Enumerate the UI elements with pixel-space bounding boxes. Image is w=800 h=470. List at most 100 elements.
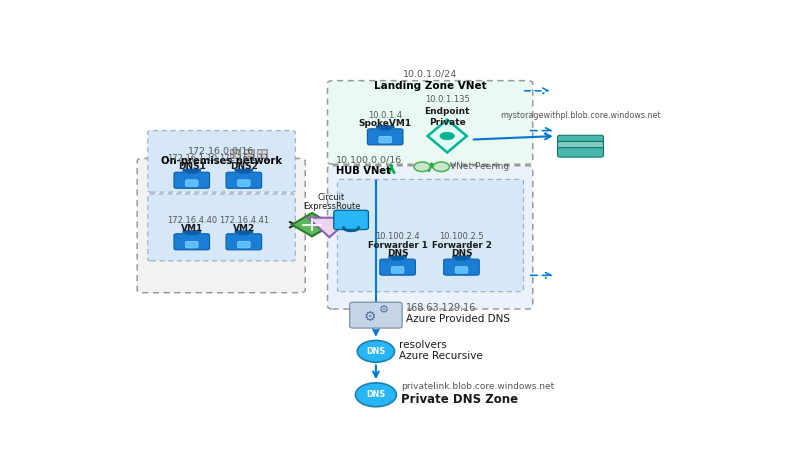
Circle shape: [439, 131, 455, 141]
Text: DNS2: DNS2: [230, 162, 258, 171]
FancyBboxPatch shape: [327, 81, 533, 164]
Text: resolvers: resolvers: [399, 340, 447, 350]
Text: mystoragewithpl.blob.core.windows.net: mystoragewithpl.blob.core.windows.net: [500, 110, 661, 120]
FancyBboxPatch shape: [238, 180, 250, 187]
FancyBboxPatch shape: [388, 256, 407, 258]
FancyBboxPatch shape: [226, 234, 262, 250]
FancyBboxPatch shape: [250, 151, 253, 153]
Text: Private DNS Zone: Private DNS Zone: [401, 392, 518, 406]
FancyBboxPatch shape: [380, 259, 415, 275]
FancyBboxPatch shape: [236, 151, 239, 153]
Polygon shape: [237, 171, 251, 174]
Text: 172.16.0.0/16: 172.16.0.0/16: [188, 146, 254, 155]
FancyBboxPatch shape: [444, 259, 479, 275]
FancyBboxPatch shape: [379, 136, 391, 143]
FancyBboxPatch shape: [234, 230, 253, 233]
Text: DNS: DNS: [366, 347, 386, 356]
FancyBboxPatch shape: [236, 155, 239, 157]
FancyBboxPatch shape: [350, 302, 402, 328]
Text: privatelink.blob.core.windows.net: privatelink.blob.core.windows.net: [401, 382, 554, 392]
FancyBboxPatch shape: [263, 151, 266, 153]
Text: Azure Recursive: Azure Recursive: [399, 351, 483, 360]
Polygon shape: [428, 119, 466, 152]
Polygon shape: [308, 218, 351, 237]
FancyBboxPatch shape: [182, 169, 201, 172]
FancyBboxPatch shape: [148, 194, 295, 261]
FancyBboxPatch shape: [455, 266, 468, 273]
FancyBboxPatch shape: [230, 149, 240, 158]
Circle shape: [355, 383, 396, 407]
Text: 10.0.1.4: 10.0.1.4: [368, 110, 402, 120]
Circle shape: [414, 162, 430, 172]
FancyBboxPatch shape: [186, 180, 198, 187]
FancyBboxPatch shape: [327, 166, 533, 309]
FancyBboxPatch shape: [263, 155, 266, 157]
Text: Forwarder 1: Forwarder 1: [368, 242, 427, 251]
FancyBboxPatch shape: [452, 256, 470, 258]
Text: VM1: VM1: [181, 224, 203, 233]
Text: HUB VNet: HUB VNet: [336, 166, 390, 176]
FancyBboxPatch shape: [558, 135, 603, 145]
FancyBboxPatch shape: [234, 169, 253, 172]
Text: ⚙: ⚙: [379, 306, 389, 315]
FancyBboxPatch shape: [391, 266, 404, 273]
Text: DNS: DNS: [386, 249, 409, 258]
Text: 172.16.1.11: 172.16.1.11: [218, 154, 269, 163]
Text: Circuit: Circuit: [318, 193, 345, 202]
FancyBboxPatch shape: [258, 149, 267, 158]
Text: 10.100.0.0/16: 10.100.0.0/16: [336, 156, 402, 164]
Text: 10.100.2.4: 10.100.2.4: [375, 232, 420, 241]
Circle shape: [433, 162, 450, 172]
FancyBboxPatch shape: [231, 151, 234, 153]
FancyBboxPatch shape: [245, 151, 247, 153]
Polygon shape: [378, 127, 393, 130]
Polygon shape: [237, 232, 251, 235]
FancyBboxPatch shape: [174, 172, 210, 188]
Text: VNet Peering: VNet Peering: [450, 162, 510, 171]
FancyBboxPatch shape: [338, 180, 523, 291]
Polygon shape: [390, 258, 405, 260]
Text: Forwarder 2: Forwarder 2: [431, 242, 491, 251]
FancyBboxPatch shape: [376, 125, 394, 128]
Text: 10.0.1.0/24: 10.0.1.0/24: [403, 70, 458, 79]
FancyBboxPatch shape: [367, 129, 403, 145]
Polygon shape: [292, 213, 332, 236]
FancyBboxPatch shape: [226, 172, 262, 188]
Polygon shape: [454, 258, 469, 260]
Text: ⚙: ⚙: [363, 309, 376, 323]
Text: 172.16.4.40: 172.16.4.40: [166, 216, 217, 225]
Text: 172.16.4.41: 172.16.4.41: [218, 216, 269, 225]
FancyBboxPatch shape: [238, 241, 250, 248]
FancyBboxPatch shape: [558, 141, 603, 151]
Text: DNS1: DNS1: [178, 162, 206, 171]
FancyBboxPatch shape: [334, 210, 369, 229]
Text: 172.16.1.10: 172.16.1.10: [166, 154, 217, 163]
Text: Azure Provided DNS: Azure Provided DNS: [406, 314, 510, 324]
Text: Endpoint: Endpoint: [425, 107, 470, 116]
FancyBboxPatch shape: [148, 131, 295, 192]
FancyBboxPatch shape: [258, 151, 262, 153]
Text: On-premises network: On-premises network: [161, 156, 282, 166]
FancyBboxPatch shape: [182, 230, 201, 233]
Text: VM2: VM2: [233, 224, 255, 233]
Polygon shape: [184, 171, 199, 174]
Text: DNS: DNS: [366, 390, 386, 400]
Text: Private: Private: [429, 118, 466, 126]
FancyBboxPatch shape: [186, 241, 198, 248]
Text: Landing Zone VNet: Landing Zone VNet: [374, 81, 486, 91]
FancyBboxPatch shape: [250, 155, 253, 157]
Circle shape: [358, 340, 394, 362]
FancyBboxPatch shape: [244, 149, 254, 158]
Text: SpokeVM1: SpokeVM1: [358, 119, 412, 128]
FancyBboxPatch shape: [174, 234, 210, 250]
FancyBboxPatch shape: [138, 158, 306, 293]
Text: DNS: DNS: [450, 249, 472, 258]
Text: 168.63.129.16: 168.63.129.16: [406, 303, 476, 313]
Text: 10.0.1.135: 10.0.1.135: [425, 95, 470, 104]
Text: ExpressRoute: ExpressRoute: [303, 202, 360, 211]
FancyBboxPatch shape: [245, 155, 247, 157]
FancyBboxPatch shape: [258, 155, 262, 157]
Polygon shape: [184, 232, 199, 235]
Text: 10.100.2.5: 10.100.2.5: [439, 232, 484, 241]
FancyBboxPatch shape: [558, 148, 603, 157]
